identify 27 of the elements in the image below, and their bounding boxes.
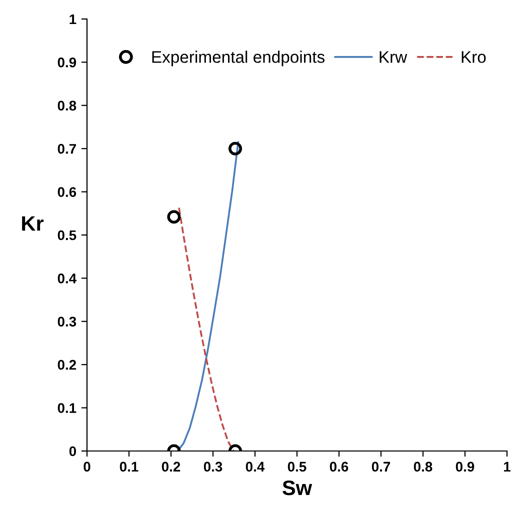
y-tick-label: 0.1 (58, 403, 76, 413)
y-axis-title: Kr (22, 216, 44, 231)
y-tick-label: 0.5 (58, 230, 76, 240)
x-tick-label: 0 (84, 462, 90, 472)
x-tick-label: 0.1 (120, 462, 138, 472)
x-tick-label: 0.5 (288, 462, 306, 472)
x-tick-label: 0.9 (456, 462, 474, 472)
legend-label: Krw (380, 51, 408, 63)
legend-label: Kro (462, 51, 486, 63)
x-tick-label: 0.2 (162, 462, 180, 472)
y-tick-label: 0 (69, 446, 76, 456)
x-tick-label: 0.8 (414, 462, 432, 472)
y-tick-label: 0.8 (58, 100, 76, 111)
x-tick-label: 0.4 (246, 462, 265, 472)
y-tick-label: 0.6 (58, 187, 76, 197)
legend-label: Experimental endpoints (152, 50, 325, 66)
y-tick-label: 0.7 (58, 144, 76, 154)
x-tick-label: 0.3 (204, 462, 222, 472)
x-tick-label: 1 (504, 462, 510, 472)
y-tick-label: 0.4 (58, 274, 77, 284)
y-tick-label: 0.3 (58, 316, 76, 327)
y-tick-label: 1 (70, 14, 76, 24)
x-axis-title: Sw (282, 480, 312, 496)
x-tick-label: 0.6 (330, 462, 348, 472)
y-tick-label: 0.9 (58, 58, 76, 68)
y-tick-label: 0.2 (58, 360, 76, 370)
x-tick-label: 0.7 (372, 462, 390, 472)
